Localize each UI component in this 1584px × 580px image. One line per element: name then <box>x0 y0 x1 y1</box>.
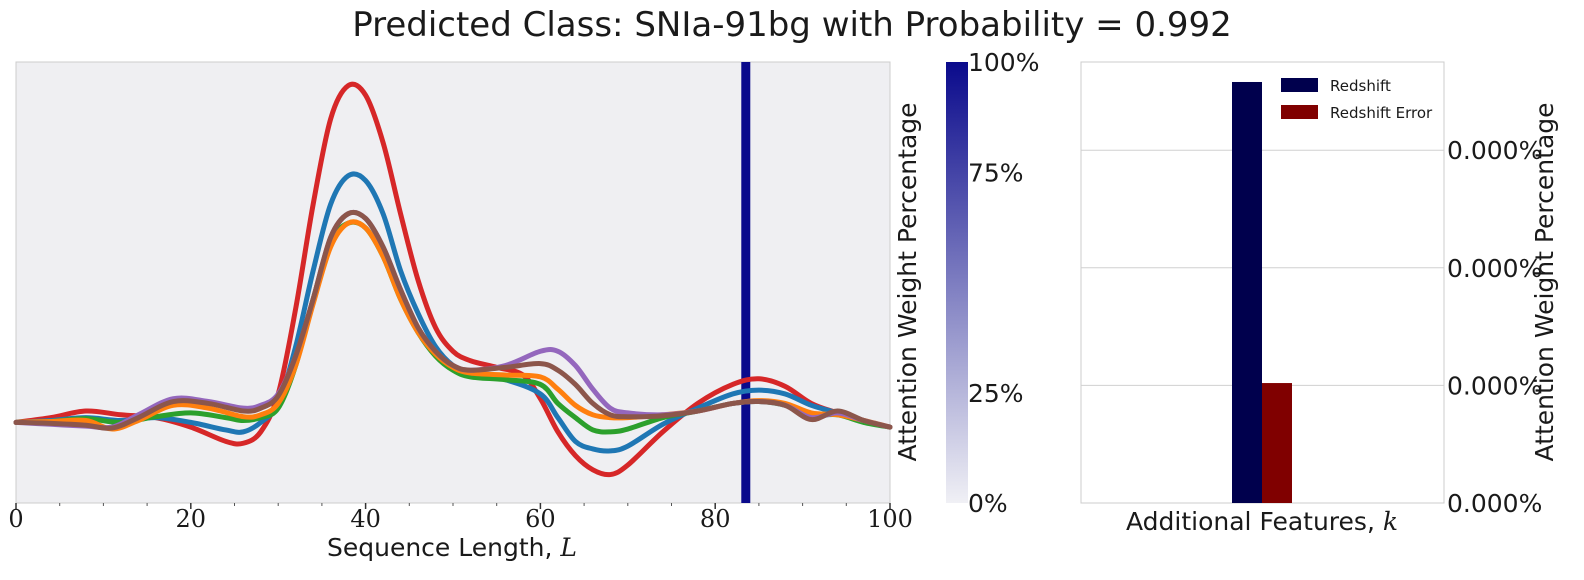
legend-swatch <box>1281 78 1318 92</box>
feature-x-axis-symbol: k <box>1383 507 1398 536</box>
attention-peak-bar <box>741 62 751 503</box>
colorbar-tick-label: 75% <box>968 158 1024 187</box>
sequence-x-tick-label: 0 <box>8 505 23 533</box>
sequence-series-group <box>13 81 893 478</box>
colorbar-label: Attention Weight Percentage <box>893 102 922 461</box>
sequence-x-axis-label-text: Sequence Length, <box>327 533 552 562</box>
feature-y-tick-label: 0.000% <box>1447 489 1542 518</box>
sequence-series-line-6 <box>13 209 893 431</box>
sequence-x-ticks: 0 20 40 60 80 100 <box>8 503 913 533</box>
attention-colorbar: 100% 75% 25% 0% Attention Weight Percentage <box>893 48 1039 518</box>
feature-y-ticks: 0.000% 0.000% 0.000% 0.000% <box>1447 136 1542 518</box>
legend-swatch <box>1281 105 1318 119</box>
feature-y-tick-label: 0.000% <box>1447 254 1542 283</box>
feature-x-axis-label: Additional Features, k <box>1126 507 1398 536</box>
figure-title: Predicted Class: SNIa-91bg with Probabil… <box>352 5 1232 45</box>
sequence-x-tick-label: 20 <box>176 505 207 533</box>
legend-label: Redshift <box>1330 77 1391 95</box>
feature-bar-2 <box>1262 383 1292 503</box>
feature-x-axis-label-text: Additional Features, <box>1126 507 1375 536</box>
sequence-x-axis-label: Sequence Length, L <box>327 533 577 562</box>
colorbar-tick-label: 25% <box>968 379 1024 408</box>
sequence-series-line-1 <box>13 81 893 478</box>
sequence-x-tick-label: 60 <box>525 505 556 533</box>
sequence-plot-background <box>15 61 891 504</box>
feature-y-axis-label: Attention Weight Percentage <box>1530 102 1559 461</box>
sequence-x-axis-symbol: L <box>559 533 577 562</box>
sequence-series-line-2 <box>13 171 893 454</box>
sequence-x-tick-label: 40 <box>350 505 381 533</box>
colorbar-tick-label: 100% <box>968 48 1039 77</box>
feature-bar-1 <box>1232 81 1262 503</box>
colorbar-tick-label: 0% <box>968 489 1008 518</box>
feature-bars <box>1232 81 1292 503</box>
colorbar-ticks: 100% 75% 25% 0% <box>968 48 1039 518</box>
feature-legend: Redshift Redshift Error <box>1281 77 1433 122</box>
sequence-x-tick-label: 100 <box>867 505 913 533</box>
feature-bar-plot: 0.000%0.000%0.000%0.000% RedshiftRedshif… <box>1080 61 1559 536</box>
legend-label: Redshift Error <box>1330 104 1433 122</box>
feature-y-tick-label: 0.000% <box>1447 136 1542 165</box>
sequence-x-tick-label: 80 <box>700 505 731 533</box>
sequence-plot: 0 20 40 60 80 100 Sequence Length, L <box>8 61 913 562</box>
feature-y-tick-label: 0.000% <box>1447 371 1542 400</box>
colorbar-gradient <box>946 62 968 503</box>
